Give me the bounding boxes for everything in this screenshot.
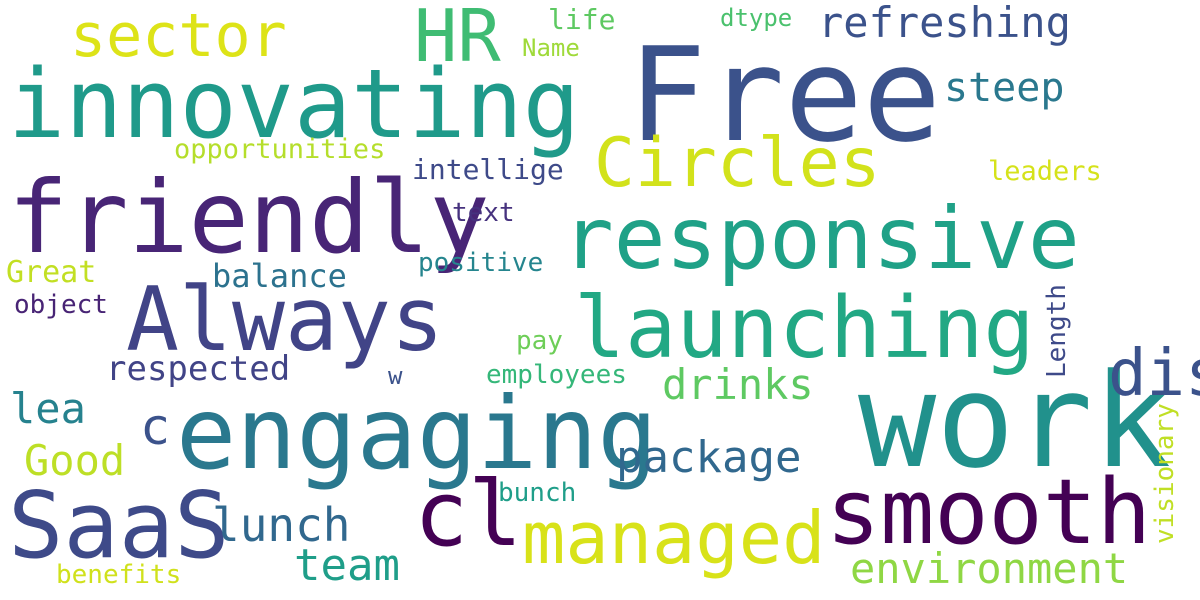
word-text: text <box>452 198 515 228</box>
word-saas: SaaS <box>8 472 230 579</box>
word-life: life <box>548 3 616 36</box>
word-benefits: benefits <box>56 560 182 590</box>
word-friendly: friendly <box>8 159 490 276</box>
word-intellige: intellige <box>412 153 564 186</box>
word-sector: sector <box>70 1 287 71</box>
word-dtype: dtype <box>720 4 793 32</box>
word-always: Always <box>126 268 444 371</box>
word-steep: steep <box>944 65 1065 111</box>
word-managed: managed <box>522 496 826 580</box>
word-good: Good <box>24 436 126 485</box>
word-free: Free <box>628 19 942 171</box>
word-great: Great <box>6 255 97 290</box>
word-engaging: engaging <box>176 375 658 492</box>
word-refreshing: refreshing <box>818 0 1071 47</box>
word-drinks: drinks <box>662 360 814 409</box>
word-bunch: bunch <box>498 478 577 508</box>
word-respected: respected <box>106 349 291 389</box>
word-team: team <box>294 540 400 591</box>
word-leaders: leaders <box>988 156 1102 187</box>
word-pay: pay <box>516 326 563 356</box>
word-lunch: lunch <box>212 498 351 552</box>
word-package: package <box>616 432 802 483</box>
word-visionary: visionary <box>1150 403 1180 544</box>
word-object: object <box>14 290 108 320</box>
word-environment: environment <box>850 544 1129 593</box>
word-responsive: responsive <box>562 189 1080 289</box>
word-launching: launching <box>574 279 1035 378</box>
word-length: Length <box>1042 284 1072 378</box>
word-employees: employees <box>486 360 627 390</box>
word-balance: balance <box>212 257 347 295</box>
word-work: work <box>858 345 1172 497</box>
word-c: c <box>140 398 171 456</box>
word-smooth: smooth <box>826 460 1152 565</box>
word-hr: HR <box>414 0 501 78</box>
word-lea: lea <box>10 384 86 433</box>
word-innovating: innovating <box>8 50 580 160</box>
word-circles: Circles <box>594 124 881 203</box>
word-disrupt: disrupt <box>1108 337 1200 411</box>
word-opportunities: opportunities <box>174 134 386 165</box>
word-positive: positive <box>418 248 544 278</box>
word-w: w <box>388 362 403 390</box>
word-name: Name <box>522 34 580 62</box>
word-cl: cl <box>414 462 523 567</box>
